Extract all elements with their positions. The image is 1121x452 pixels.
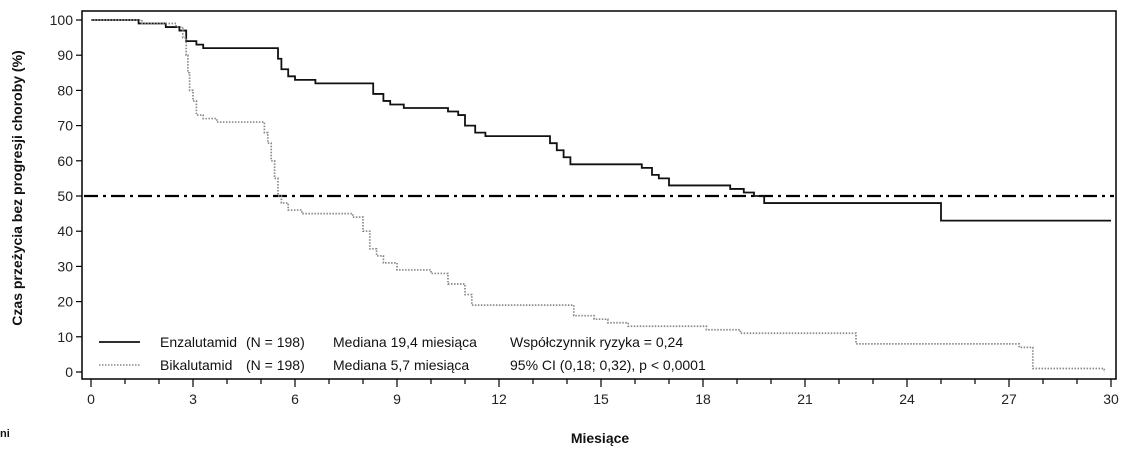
y-tick-label: 40 <box>57 223 73 239</box>
x-axis-label: Miesiące <box>571 430 630 446</box>
y-tick-label: 60 <box>57 153 73 169</box>
series-line-enzalutamid <box>91 19 1111 222</box>
legend-n: (N = 198) <box>246 334 305 350</box>
x-tick-label: 12 <box>491 391 507 407</box>
y-tick-label: 50 <box>57 188 73 204</box>
legend-median: Mediana 19,4 miesiąca <box>333 334 477 350</box>
y-tick-label: 20 <box>57 294 73 310</box>
y-tick-label: 0 <box>65 364 73 380</box>
y-axis-label: Czas przeżycia bez progresji choroby (%) <box>9 50 25 325</box>
legend-n: (N = 198) <box>246 357 305 373</box>
y-tick-label: 90 <box>57 47 73 63</box>
x-tick-label: 27 <box>1001 391 1017 407</box>
legend: Enzalutamid (N = 198) Mediana 19,4 miesi… <box>99 334 706 373</box>
legend-stat: 95% CI (0,18; 0,32), p < 0,0001 <box>510 357 706 373</box>
x-tick-label: 30 <box>1103 391 1119 407</box>
x-tick-label: 18 <box>695 391 711 407</box>
legend-series-name: Bikalutamid <box>160 357 232 373</box>
legend-series-name: Enzalutamid <box>160 334 237 350</box>
x-tick-label: 6 <box>291 391 299 407</box>
series-group <box>91 19 1111 372</box>
plot-frame <box>81 10 1117 380</box>
legend-median: Mediana 5,7 miesiąca <box>333 357 469 373</box>
x-axis: 0 3 6 9 12 15 18 21 24 27 30 <box>87 379 1119 407</box>
legend-stat: Współczynnik ryzyka = 0,24 <box>510 334 683 350</box>
y-tick-label: 80 <box>57 82 73 98</box>
series-line-bikalutamid <box>91 19 1106 372</box>
y-tick-label: 10 <box>57 329 73 345</box>
page-fragment-text: ni <box>0 428 10 440</box>
x-tick-label: 21 <box>797 391 813 407</box>
x-tick-label: 24 <box>899 391 915 407</box>
y-tick-label: 30 <box>57 258 73 274</box>
x-tick-label: 0 <box>87 391 95 407</box>
x-tick-label: 3 <box>189 391 197 407</box>
x-tick-label: 15 <box>593 391 609 407</box>
y-tick-label: 70 <box>57 118 73 134</box>
y-tick-label: 100 <box>50 12 74 28</box>
y-axis: 0 10 20 30 40 50 60 70 80 90 100 <box>50 12 82 380</box>
x-tick-label: 9 <box>393 391 401 407</box>
